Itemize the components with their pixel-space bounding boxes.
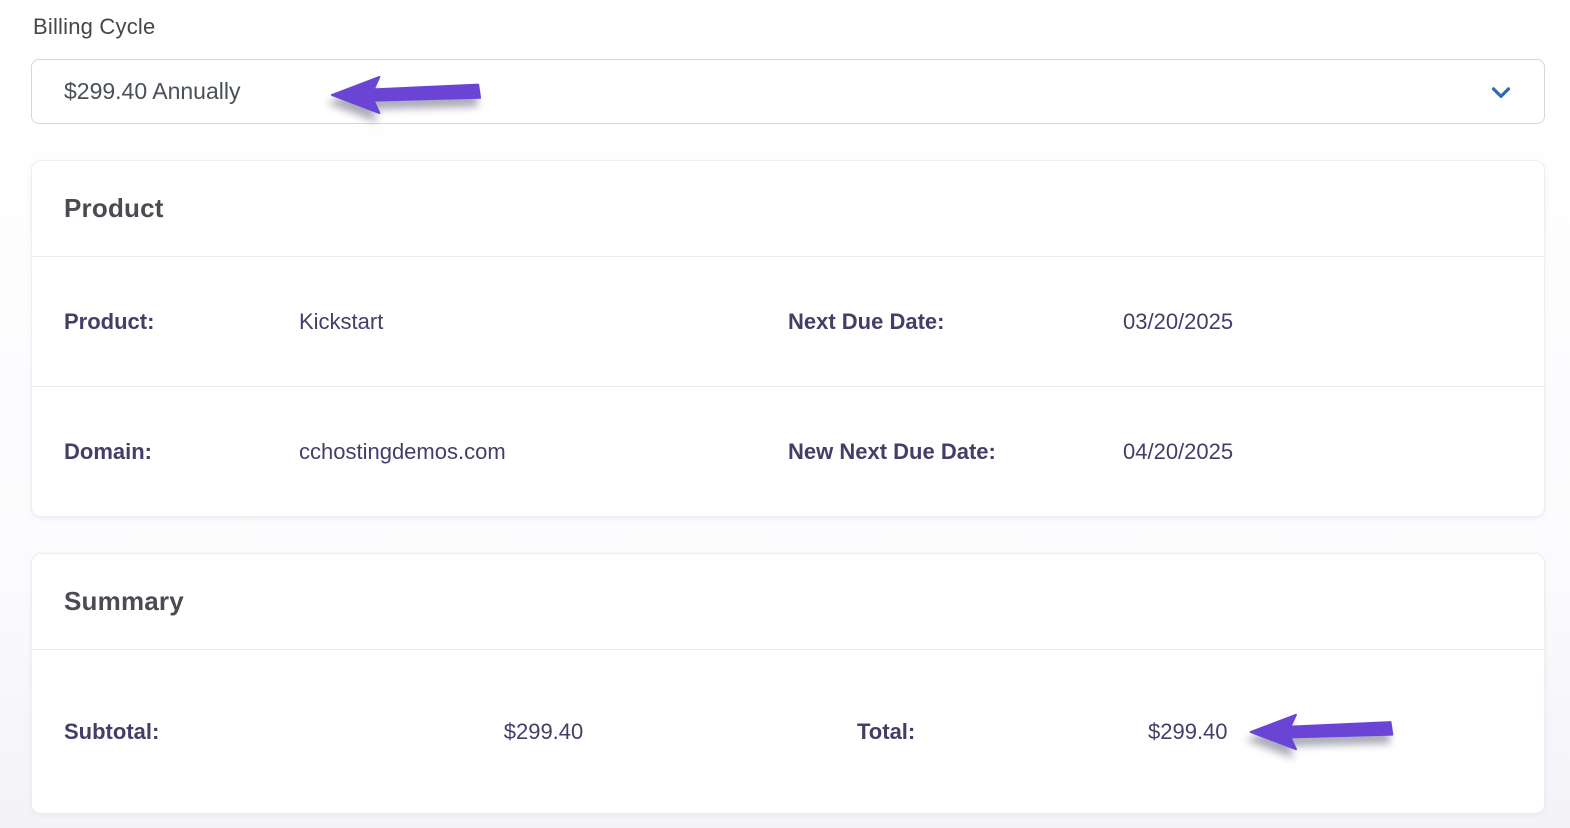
billing-upgrade-page: Billing Cycle $299.40 Annually Product P… — [31, 0, 1545, 814]
product-card-title: Product — [64, 193, 164, 223]
total-cell: $299.40 — [1123, 712, 1512, 752]
billing-cycle-selected-value: $299.40 Annually — [64, 78, 241, 104]
table-row: Product: Kickstart Next Due Date: 03/20/… — [32, 256, 1544, 386]
billing-cycle-label: Billing Cycle — [33, 14, 156, 39]
product-label: Product: — [64, 308, 155, 334]
subtotal-label: Subtotal: — [64, 718, 160, 744]
annotation-arrow-icon — [1244, 712, 1399, 752]
total-value: $299.40 — [1148, 718, 1228, 744]
summary-row: Subtotal: $299.40 Total: $299.40 — [32, 649, 1544, 813]
total-label: Total: — [857, 718, 916, 744]
table-row: Domain: cchostingdemos.com New Next Due … — [32, 386, 1544, 516]
summary-card: Summary Subtotal: $299.40 Total: $299.40 — [31, 553, 1545, 814]
next-due-date-label: Next Due Date: — [788, 308, 945, 334]
chevron-down-icon — [1486, 77, 1516, 107]
product-value: Kickstart — [299, 308, 384, 334]
product-card: Product Product: Kickstart Next Due Date… — [31, 160, 1545, 517]
summary-card-title: Summary — [64, 586, 184, 616]
new-next-due-date-label: New Next Due Date: — [788, 438, 996, 464]
billing-cycle-select-wrap: $299.40 Annually — [31, 59, 1545, 124]
domain-value: cchostingdemos.com — [299, 438, 506, 464]
annotation-arrow-icon — [330, 73, 482, 122]
summary-card-header: Summary — [32, 554, 1544, 649]
subtotal-value: $299.40 — [503, 718, 584, 744]
product-card-header: Product — [32, 161, 1544, 256]
domain-label: Domain: — [64, 438, 152, 464]
new-next-due-date-value: 04/20/2025 — [1123, 438, 1234, 464]
billing-cycle-select[interactable]: $299.40 Annually — [31, 59, 1545, 124]
next-due-date-value: 03/20/2025 — [1123, 308, 1234, 334]
